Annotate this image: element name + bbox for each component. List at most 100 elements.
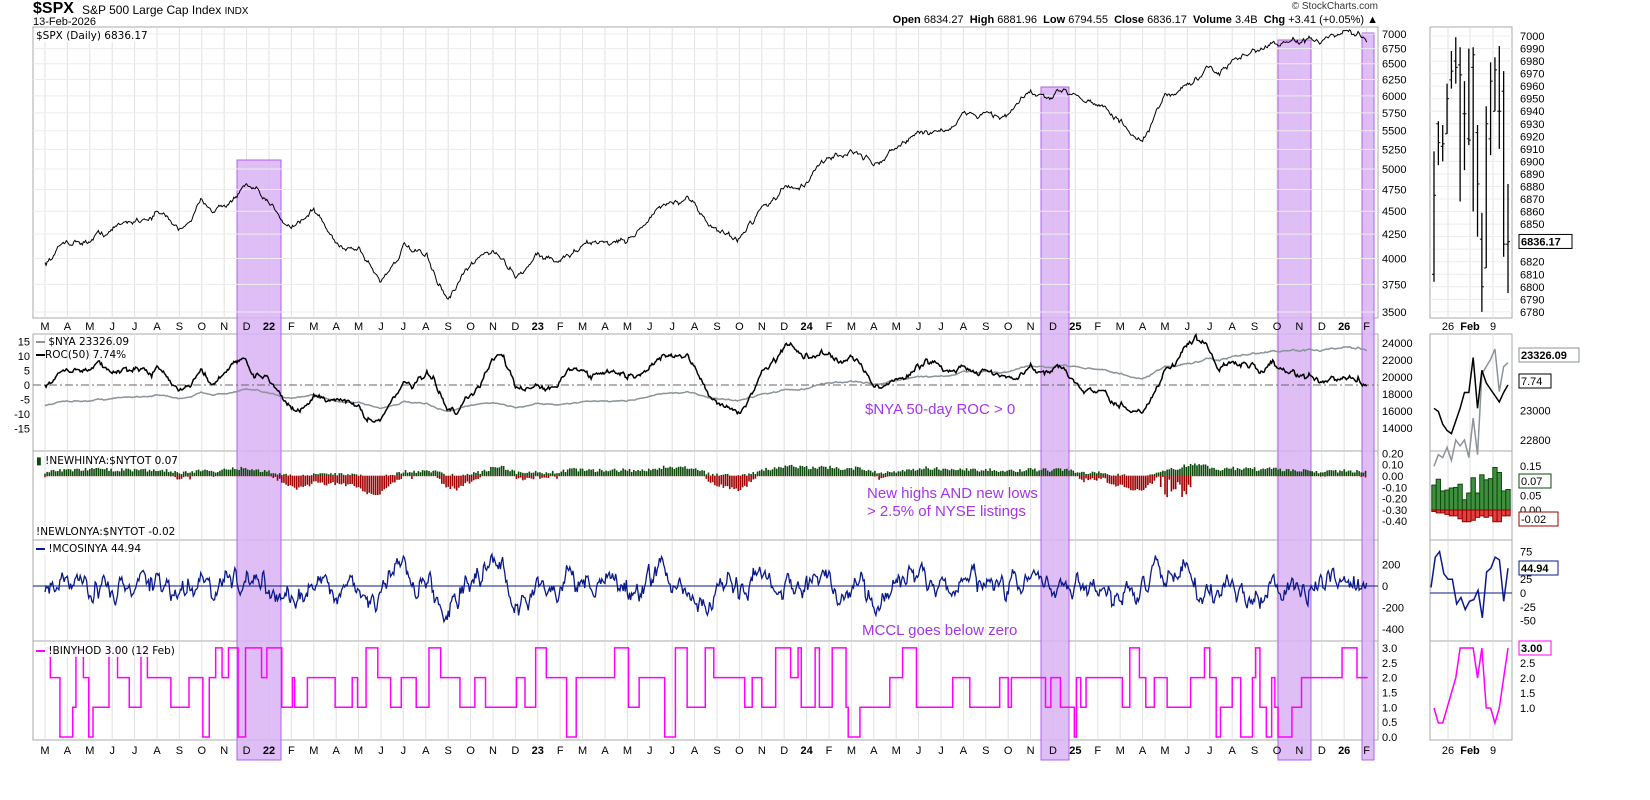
roc-label: ROC(50) 7.74% bbox=[45, 349, 127, 361]
nya-label: $NYA 23326.09 bbox=[48, 336, 130, 348]
mini-x-tick-label: Feb bbox=[1460, 321, 1480, 333]
mini-roc-line bbox=[1433, 357, 1509, 435]
newhi-label-text: !NEWHINYA:$NYTOT 0.07 bbox=[45, 455, 178, 467]
mini-newhi-bar bbox=[1466, 492, 1472, 511]
hilo-tick-label: 0.20 bbox=[1382, 448, 1403, 460]
x-tick-label: S bbox=[445, 321, 452, 333]
mini-price-tick-label: 6860 bbox=[1520, 207, 1544, 219]
roc-swatch bbox=[36, 354, 45, 356]
mini-newhi-tag: 0.07 bbox=[1521, 476, 1542, 488]
nya-tick-label: 18000 bbox=[1382, 389, 1413, 401]
low-label: Low bbox=[1043, 14, 1066, 26]
x-tick-label: O bbox=[1273, 745, 1282, 757]
nya-tick-label: 24000 bbox=[1382, 338, 1413, 350]
mini-newlo-bar bbox=[1448, 509, 1455, 517]
close-value: 6836.17 bbox=[1147, 14, 1187, 26]
hilo-tick-label: -0.30 bbox=[1382, 505, 1407, 517]
highlight-band bbox=[236, 159, 282, 761]
annotation-hilo-1: New highs AND new lows bbox=[867, 485, 1038, 502]
bin-label: !BINYHOD 3.00 (12 Feb) bbox=[36, 645, 175, 657]
mco-tick-label: 0 bbox=[1382, 581, 1388, 593]
x-tick-label: M bbox=[892, 321, 901, 333]
roc-tick-label: -5 bbox=[20, 395, 30, 407]
x-tick-label: D bbox=[1049, 321, 1057, 333]
x-tick-label: O bbox=[198, 745, 207, 757]
x-tick-label: J bbox=[1185, 321, 1191, 333]
mini-bin-tag-box bbox=[1518, 640, 1552, 656]
price-tick-label: 5000 bbox=[1382, 164, 1406, 176]
price-tick-label: 6750 bbox=[1382, 44, 1406, 56]
mini-x-tick-label: Feb bbox=[1460, 745, 1480, 757]
x-tick-label: S bbox=[445, 745, 452, 757]
mini-newlo-tag-box bbox=[1518, 511, 1559, 527]
mini-newlo-bar bbox=[1435, 509, 1442, 514]
x-tick-label: J bbox=[109, 745, 115, 757]
mini-price-tick-label: 6780 bbox=[1520, 307, 1544, 319]
x-tick-label: J bbox=[669, 745, 675, 757]
mini-newhi-bar bbox=[1479, 474, 1485, 511]
mini-bin-tick-label: 2.0 bbox=[1520, 673, 1535, 685]
bar-chart-icon: ▮ bbox=[36, 455, 42, 467]
price-panel-label: $SPX (Daily) 6836.17 bbox=[36, 30, 148, 42]
mini-x-tick-label: 26 bbox=[1442, 321, 1454, 333]
x-tick-label: J bbox=[916, 745, 922, 757]
x-tick-label: M bbox=[85, 745, 94, 757]
up-arrow-icon: ▲ bbox=[1367, 14, 1378, 26]
mini-newlo-bar bbox=[1461, 509, 1468, 523]
chg-value: +3.41 (+0.05%) bbox=[1288, 14, 1365, 26]
x-tick-label: N bbox=[489, 321, 497, 333]
x-tick-label: A bbox=[870, 745, 878, 757]
roc-line bbox=[44, 332, 1368, 424]
index-name: S&P 500 Large Cap Index INDX bbox=[82, 3, 248, 19]
price-tick-label: 5250 bbox=[1382, 144, 1406, 156]
bin-tick-label: 0.5 bbox=[1382, 717, 1397, 729]
x-tick-label: S bbox=[982, 321, 989, 333]
mco-tick-label: 200 bbox=[1382, 559, 1400, 571]
mco-line bbox=[44, 552, 1368, 624]
x-tick-label: N bbox=[758, 321, 766, 333]
annotation-hilo-2: > 2.5% of NYSE listings bbox=[867, 503, 1026, 520]
mini-roc-tag: 7.74 bbox=[1521, 376, 1542, 388]
mini-price-tick-label: 6790 bbox=[1520, 294, 1544, 306]
mini-x-tick-label: 26 bbox=[1442, 745, 1454, 757]
roc-tick-label: 10 bbox=[18, 351, 30, 363]
mini-newlo-bar bbox=[1474, 509, 1481, 518]
x-tick-label: N bbox=[1295, 321, 1303, 333]
mini-newlo-bar bbox=[1470, 509, 1476, 521]
index-title: S&P 500 Large Cap Index bbox=[82, 3, 222, 17]
mini-price-tick-label: 6870 bbox=[1520, 194, 1544, 206]
nya-tick-label: 16000 bbox=[1382, 406, 1413, 418]
x-tick-label: S bbox=[176, 745, 183, 757]
x-tick-label: J bbox=[916, 321, 922, 333]
x-tick-label: A bbox=[1139, 745, 1147, 757]
mini-newlo-tag: -0.02 bbox=[1521, 514, 1546, 526]
x-tick-label: J bbox=[669, 321, 675, 333]
mini-price-tick-label: 6950 bbox=[1520, 94, 1544, 106]
x-tick-label: M bbox=[309, 321, 318, 333]
x-tick-label: O bbox=[466, 745, 475, 757]
hilo-tick-label: -0.20 bbox=[1382, 494, 1407, 506]
x-tick-label: J bbox=[378, 745, 384, 757]
nya-swatch bbox=[36, 341, 45, 343]
mini-bin-line bbox=[1433, 647, 1509, 726]
mini-newhi-bar bbox=[1492, 467, 1498, 511]
x-tick-label: F bbox=[557, 745, 564, 757]
x-tick-label: 25 bbox=[1069, 321, 1081, 333]
x-tick-label: N bbox=[1295, 745, 1303, 757]
x-tick-label: D bbox=[1049, 745, 1057, 757]
mini-newlo-bar bbox=[1479, 509, 1485, 517]
price-tick-label: 3500 bbox=[1382, 307, 1406, 319]
mini-price-tick-label: 6910 bbox=[1520, 144, 1544, 156]
x-tick-label: F bbox=[826, 321, 833, 333]
mini-hilo-tick-label: 0.15 bbox=[1520, 461, 1541, 473]
low-value: 6794.55 bbox=[1068, 14, 1108, 26]
ohlc-summary: Open 6834.27 High 6881.96 Low 6794.55 Cl… bbox=[893, 14, 1378, 26]
x-tick-label: O bbox=[466, 321, 475, 333]
x-tick-label: O bbox=[735, 745, 744, 757]
mini-price-tick-label: 6850 bbox=[1520, 219, 1544, 231]
x-tick-label: D bbox=[243, 745, 251, 757]
x-tick-label: N bbox=[1027, 321, 1035, 333]
x-tick-label: M bbox=[85, 321, 94, 333]
mco-label: !MCOSINYA 44.94 bbox=[36, 543, 142, 555]
